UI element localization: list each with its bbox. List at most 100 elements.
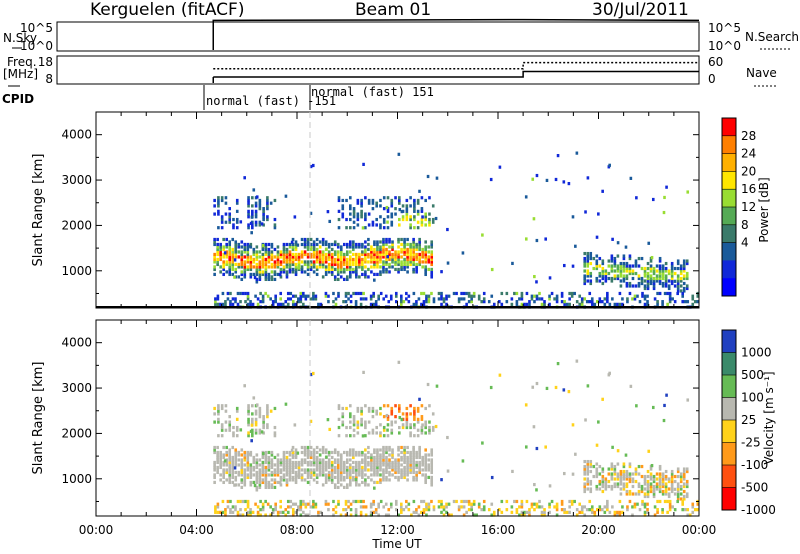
velocity-cell — [386, 463, 389, 467]
power-cell — [309, 247, 313, 252]
velocity-cell — [424, 468, 427, 472]
velocity-cell — [424, 448, 427, 452]
velocity-cell — [505, 508, 509, 512]
velocity-cell — [563, 510, 566, 514]
power-cell — [415, 265, 418, 269]
velocity-cell — [538, 505, 541, 509]
power-cell — [373, 250, 376, 254]
power-cell — [349, 257, 352, 262]
power-cell — [358, 252, 361, 257]
power-cell — [470, 294, 473, 298]
power-cell — [249, 221, 253, 225]
velocity-cell — [279, 475, 283, 480]
velocity-cell — [294, 473, 298, 477]
power-cell — [342, 277, 346, 282]
power-cell — [354, 300, 358, 304]
velocity-cell — [306, 475, 310, 480]
velocity-cell — [251, 417, 254, 421]
velocity-cell — [249, 468, 253, 472]
velocity-cell — [676, 469, 680, 474]
velocity-cell — [261, 463, 265, 467]
power-cell — [403, 265, 406, 269]
velocity-cell — [621, 510, 624, 514]
power-cell — [312, 262, 316, 267]
power-cell — [424, 217, 427, 222]
velocity-cell — [409, 470, 412, 475]
power-cell — [364, 250, 367, 254]
velocity-cell — [337, 502, 340, 506]
velocity-cell — [390, 409, 394, 413]
velocity-cell — [646, 482, 650, 486]
power-cell — [424, 245, 427, 249]
velocity-cell — [533, 502, 536, 506]
velocity-cell — [589, 489, 593, 494]
velocity-cell — [418, 448, 421, 452]
velocity-cell — [327, 463, 331, 467]
power-cell — [286, 302, 290, 306]
velocity-cell — [643, 492, 647, 496]
power-cell — [619, 271, 623, 276]
velocity-cell — [355, 483, 358, 487]
velocity-cell — [306, 448, 310, 452]
power-cell — [297, 262, 301, 267]
velocity-cell — [297, 474, 300, 478]
velocity-cell — [306, 453, 310, 457]
velocity-cell — [611, 505, 614, 509]
power-cell — [676, 291, 679, 296]
power-cell — [318, 257, 322, 262]
power-cell — [635, 196, 638, 200]
velocity-cell — [248, 452, 251, 456]
power-cell — [342, 262, 346, 267]
velocity-cell — [213, 480, 216, 485]
velocity-cell — [258, 475, 262, 480]
power-cell — [446, 261, 450, 265]
velocity-cell — [523, 510, 526, 514]
velocity-cell — [432, 508, 436, 512]
velocity-cell — [352, 470, 355, 475]
power-cell — [388, 257, 391, 262]
power-cell — [367, 242, 370, 247]
power-cell — [391, 242, 394, 247]
power-cell — [505, 291, 509, 296]
velocity-cell — [359, 510, 363, 514]
velocity-cell — [359, 513, 363, 517]
velocity-cell — [264, 485, 268, 490]
power-cell — [294, 240, 298, 244]
power-cell — [403, 257, 406, 262]
velocity-cell — [252, 396, 256, 400]
velocity-cell — [490, 513, 494, 517]
power-cell — [303, 262, 307, 267]
velocity-cell — [255, 453, 259, 457]
power-cell — [584, 210, 587, 214]
velocity-cell — [415, 508, 418, 512]
velocity-cell — [360, 412, 363, 416]
velocity-cell — [279, 458, 283, 462]
power-cell — [349, 272, 352, 277]
power-cell — [300, 267, 304, 272]
power-cell — [336, 245, 340, 249]
velocity-cell — [291, 463, 295, 467]
velocity-cell — [217, 417, 220, 421]
velocity-cell — [336, 458, 340, 462]
velocity-cell — [345, 406, 348, 411]
power-cell — [279, 252, 283, 257]
power-cell — [356, 223, 360, 227]
y-tick-label: 2000 — [61, 426, 92, 440]
power-cell — [606, 291, 609, 296]
velocity-cell — [427, 468, 430, 472]
velocity-cell — [430, 480, 434, 485]
power-cell — [379, 223, 382, 227]
velocity-cell — [349, 465, 352, 470]
velocity-cell — [655, 477, 659, 481]
velocity-cell — [681, 499, 685, 504]
power-cell — [261, 265, 265, 269]
velocity-cell — [267, 468, 271, 472]
velocity-cell — [255, 465, 259, 470]
velocity-cell — [276, 458, 280, 462]
velocity-cell — [369, 510, 373, 514]
power-cell — [352, 257, 355, 262]
power-cell — [613, 276, 617, 281]
power-cell — [646, 302, 649, 306]
power-cell — [611, 297, 614, 301]
velocity-cell — [400, 505, 403, 509]
